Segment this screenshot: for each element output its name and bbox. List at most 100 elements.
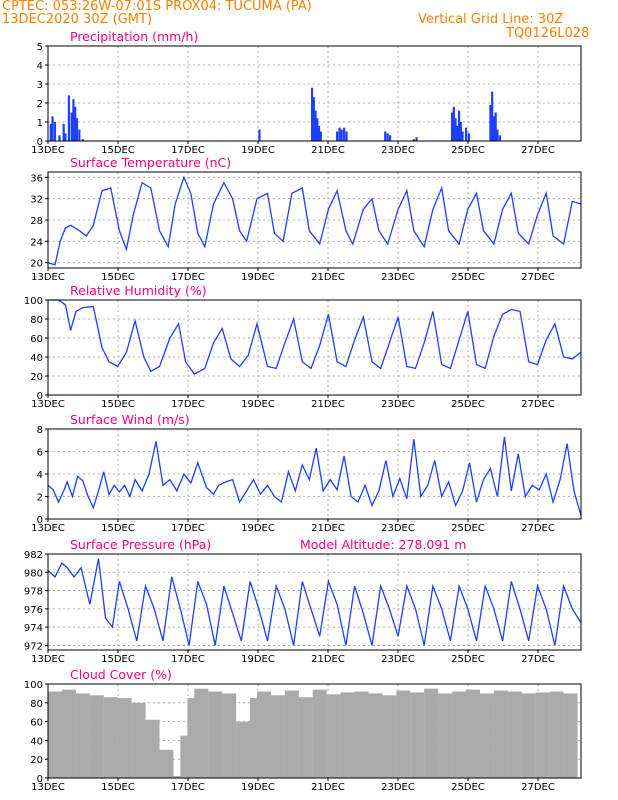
precip-bar <box>452 106 455 141</box>
x-tick-label: 27DEC <box>521 399 555 410</box>
cloud-bar <box>438 693 453 778</box>
x-tick-label: 23DEC <box>381 654 415 665</box>
x-tick-label: 23DEC <box>381 145 415 156</box>
x-tick-label: 17DEC <box>171 272 205 283</box>
x-tick-label: 13DEC <box>31 145 65 156</box>
y-tick-label: 0 <box>37 774 43 785</box>
header-right-line2: Vertical Grid Line: 30Z <box>418 12 564 27</box>
y-tick-label: 0 <box>37 137 43 148</box>
x-tick-label: 13DEC <box>31 272 65 283</box>
precip-bar <box>454 118 457 141</box>
cloud-bar <box>326 694 341 778</box>
y-tick-label: 80 <box>30 315 43 326</box>
y-tick-label: 6 <box>37 448 43 459</box>
precip-bar <box>316 118 319 141</box>
precip-bar <box>51 116 54 141</box>
series-line <box>47 175 582 266</box>
precip-bar <box>388 135 392 141</box>
cloud-bar <box>466 689 481 778</box>
cloud-bar <box>382 695 397 778</box>
x-tick-label: 25DEC <box>451 145 485 156</box>
precip-bar <box>317 125 321 141</box>
y-tick-label: 20 <box>30 755 43 766</box>
y-tick-label: 2 <box>37 493 43 504</box>
panel-title: Surface Wind (m/s) <box>70 412 190 427</box>
series-line <box>47 436 582 516</box>
x-tick-label: 27DEC <box>521 654 555 665</box>
cloud-bar <box>270 695 285 778</box>
cloud-bar <box>103 697 118 778</box>
y-tick-label: 1 <box>37 118 43 129</box>
x-tick-label: 27DEC <box>521 782 555 793</box>
cloud-bar <box>479 693 494 778</box>
cloud-bar <box>549 691 564 778</box>
x-tick-label: 25DEC <box>451 523 485 534</box>
cloud-bar <box>145 719 160 778</box>
precip-bar <box>343 127 346 141</box>
precip-bar <box>467 133 470 141</box>
x-tick-label: 25DEC <box>451 399 485 410</box>
precip-bar <box>496 129 499 141</box>
cloud-bar <box>131 702 146 778</box>
header-right-line3: TQ0126L028 <box>506 26 590 41</box>
precip-bar <box>49 123 52 141</box>
x-tick-label: 15DEC <box>101 272 135 283</box>
x-tick-label: 13DEC <box>31 523 65 534</box>
cloud-bar <box>75 693 90 778</box>
cloud-bar <box>452 691 467 778</box>
precip-bar <box>64 133 67 141</box>
cloud-bar <box>354 691 369 778</box>
precip-bar <box>491 91 494 141</box>
y-tick-label: 60 <box>30 334 43 345</box>
precip-bar <box>384 131 387 141</box>
y-tick-label: 5 <box>37 42 43 53</box>
precip-bar <box>464 127 468 141</box>
precip-bar <box>74 106 77 141</box>
panel-frame <box>47 428 582 520</box>
precip-bar <box>336 131 339 141</box>
precip-bar <box>312 97 315 141</box>
precip-bar <box>340 129 343 141</box>
cloud-bar <box>284 690 299 778</box>
precip-bar <box>345 131 348 141</box>
x-tick-label: 15DEC <box>101 145 135 156</box>
y-tick-label: 980 <box>24 568 43 579</box>
y-tick-label: 100 <box>24 680 43 691</box>
x-tick-label: 15DEC <box>101 523 135 534</box>
precip-bar <box>456 125 459 141</box>
x-tick-label: 23DEC <box>381 399 415 410</box>
precip-bar <box>461 131 464 141</box>
x-tick-label: 25DEC <box>451 272 485 283</box>
cloud-bar <box>194 688 209 778</box>
series-line <box>47 558 582 646</box>
x-tick-label: 15DEC <box>101 399 135 410</box>
y-tick-label: 80 <box>30 699 43 710</box>
cloud-bar <box>368 693 383 778</box>
x-tick-label: 19DEC <box>241 782 275 793</box>
precip-bar <box>319 131 322 141</box>
y-tick-label: 978 <box>24 587 43 598</box>
x-tick-label: 21DEC <box>311 145 345 156</box>
panel-title: Precipitation (mm/h) <box>70 29 198 44</box>
precip-bar <box>70 112 73 141</box>
x-tick-label: 25DEC <box>451 782 485 793</box>
precip-bar <box>310 87 314 141</box>
x-tick-label: 19DEC <box>241 523 275 534</box>
x-tick-label: 19DEC <box>241 654 275 665</box>
x-tick-label: 25DEC <box>451 654 485 665</box>
precip-bar <box>314 110 317 141</box>
x-tick-label: 13DEC <box>31 654 65 665</box>
y-tick-label: 2 <box>37 99 43 110</box>
x-tick-label: 21DEC <box>311 523 345 534</box>
panel-title: Surface Pressure (hPa) <box>70 537 211 552</box>
y-tick-label: 40 <box>30 353 43 364</box>
x-tick-label: 23DEC <box>381 782 415 793</box>
y-tick-label: 40 <box>30 736 43 747</box>
y-tick-label: 100 <box>24 296 43 307</box>
x-tick-label: 27DEC <box>521 272 555 283</box>
y-tick-label: 28 <box>30 216 43 227</box>
x-tick-label: 21DEC <box>311 782 345 793</box>
cloud-bar <box>493 690 508 778</box>
precip-bar <box>457 110 461 141</box>
